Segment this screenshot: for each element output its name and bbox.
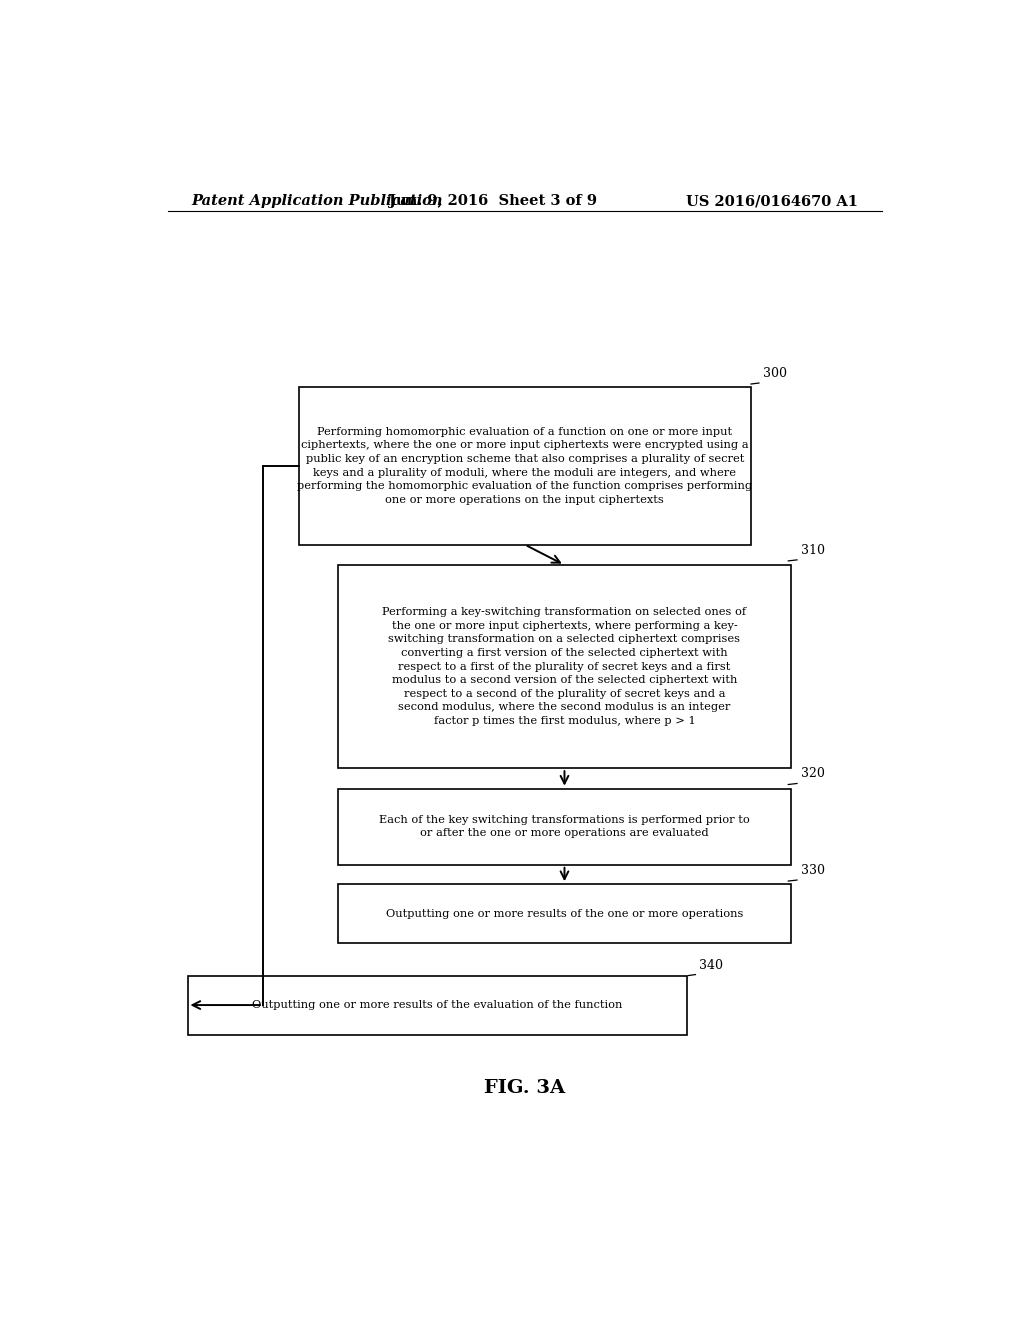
Text: US 2016/0164670 A1: US 2016/0164670 A1: [686, 194, 858, 209]
Text: Outputting one or more results of the evaluation of the function: Outputting one or more results of the ev…: [252, 1001, 623, 1010]
Bar: [299, 387, 751, 545]
Text: Patent Application Publication: Patent Application Publication: [191, 194, 443, 209]
Text: 310: 310: [801, 544, 825, 557]
Text: Jun. 9, 2016  Sheet 3 of 9: Jun. 9, 2016 Sheet 3 of 9: [389, 194, 597, 209]
Bar: [338, 788, 791, 865]
Bar: [338, 884, 791, 942]
Text: 300: 300: [763, 367, 786, 380]
Text: 320: 320: [801, 767, 825, 780]
Text: FIG. 3A: FIG. 3A: [484, 1080, 565, 1097]
Text: Outputting one or more results of the one or more operations: Outputting one or more results of the on…: [386, 908, 743, 919]
Text: Each of the key switching transformations is performed prior to
or after the one: Each of the key switching transformation…: [379, 814, 750, 838]
Bar: [338, 565, 791, 768]
Bar: [187, 975, 687, 1035]
Text: 340: 340: [699, 958, 723, 972]
Text: Performing homomorphic evaluation of a function on one or more input
ciphertexts: Performing homomorphic evaluation of a f…: [297, 426, 753, 504]
Text: 330: 330: [801, 865, 825, 876]
Text: Performing a key-switching transformation on selected ones of
the one or more in: Performing a key-switching transformatio…: [382, 607, 746, 726]
